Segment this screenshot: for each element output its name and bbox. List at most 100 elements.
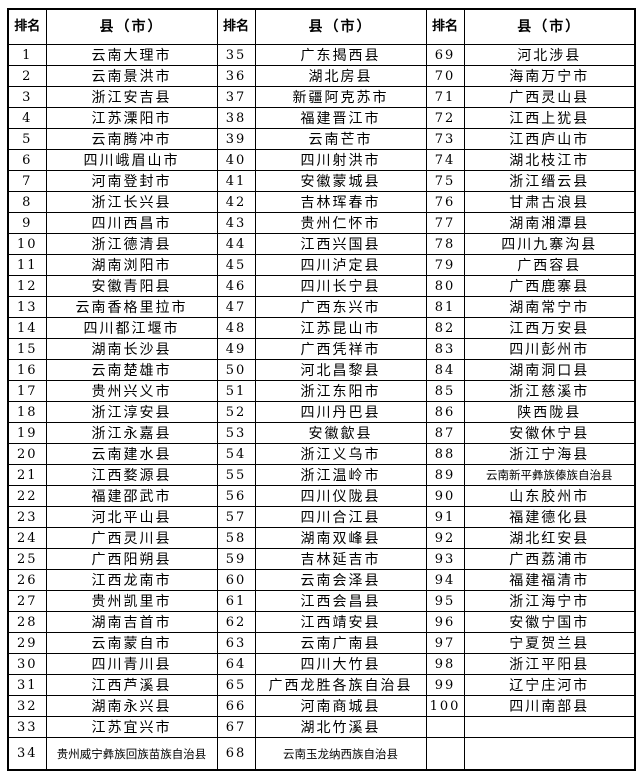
county-cell: 湖南双峰县 bbox=[254, 527, 427, 549]
county-cell: 云南芒市 bbox=[254, 128, 427, 150]
rank-cell: 23 bbox=[7, 506, 47, 528]
table-row: 28 湖南吉首市 62 江西靖安县 96 安徽宁国市 bbox=[7, 611, 636, 633]
county-cell: 云南建水县 bbox=[45, 443, 218, 465]
county-cell: 浙江永嘉县 bbox=[45, 422, 218, 444]
county-cell: 四川都江堰市 bbox=[45, 317, 218, 339]
county-cell: 广西阳朔县 bbox=[45, 548, 218, 570]
rank-cell: 30 bbox=[7, 653, 47, 675]
county-cell: 云南广南县 bbox=[254, 632, 427, 654]
county-cell: 浙江安吉县 bbox=[45, 86, 218, 108]
county-cell: 湖北房县 bbox=[254, 65, 427, 87]
county-cell: 河南商城县 bbox=[254, 695, 427, 717]
table-row: 24 广西灵川县 58 湖南双峰县 92 湖北红安县 bbox=[7, 527, 636, 549]
county-cell: 广西龙胜各族自治县 bbox=[254, 674, 427, 696]
table-row: 23 河北平山县 57 四川合江县 91 福建德化县 bbox=[7, 506, 636, 528]
rank-cell: 80 bbox=[425, 275, 465, 297]
county-cell: 云南楚雄市 bbox=[45, 359, 218, 381]
county-cell: 四川丹巴县 bbox=[254, 401, 427, 423]
county-cell: 湖北红安县 bbox=[463, 527, 636, 549]
county-cell bbox=[463, 737, 636, 771]
county-cell: 江西芦溪县 bbox=[45, 674, 218, 696]
county-cell: 河南登封市 bbox=[45, 170, 218, 192]
county-cell: 湖南洞口县 bbox=[463, 359, 636, 381]
rank-cell: 71 bbox=[425, 86, 465, 108]
rank-cell: 92 bbox=[425, 527, 465, 549]
county-cell: 安徽歙县 bbox=[254, 422, 427, 444]
table-row: 30 四川青川县 64 四川大竹县 98 浙江平阳县 bbox=[7, 653, 636, 675]
rank-cell: 2 bbox=[7, 65, 47, 87]
rank-cell: 59 bbox=[216, 548, 256, 570]
county-cell: 湖南永兴县 bbox=[45, 695, 218, 717]
rank-cell: 100 bbox=[425, 695, 465, 717]
rank-cell: 14 bbox=[7, 317, 47, 339]
rank-cell: 61 bbox=[216, 590, 256, 612]
rank-cell: 51 bbox=[216, 380, 256, 402]
county-cell: 四川峨眉山市 bbox=[45, 149, 218, 171]
rank-cell: 65 bbox=[216, 674, 256, 696]
county-cell: 福建晋江市 bbox=[254, 107, 427, 129]
rank-cell: 11 bbox=[7, 254, 47, 276]
county-cell: 江西兴国县 bbox=[254, 233, 427, 255]
rank-cell: 84 bbox=[425, 359, 465, 381]
rank-cell: 44 bbox=[216, 233, 256, 255]
rank-cell: 18 bbox=[7, 401, 47, 423]
table-header-row: 排名 县（市） 排名 县（市） 排名 县（市） bbox=[7, 8, 636, 45]
rank-cell: 31 bbox=[7, 674, 47, 696]
rank-cell: 95 bbox=[425, 590, 465, 612]
county-cell: 云南大理市 bbox=[45, 44, 218, 66]
table-row: 18 浙江淳安县 52 四川丹巴县 86 陕西陇县 bbox=[7, 401, 636, 423]
rank-cell: 41 bbox=[216, 170, 256, 192]
rank-cell: 8 bbox=[7, 191, 47, 213]
county-cell: 河北涉县 bbox=[463, 44, 636, 66]
rank-cell: 70 bbox=[425, 65, 465, 87]
rank-cell: 96 bbox=[425, 611, 465, 633]
county-cell: 江苏宜兴市 bbox=[45, 716, 218, 738]
county-cell: 宁夏贺兰县 bbox=[463, 632, 636, 654]
rank-cell: 32 bbox=[7, 695, 47, 717]
county-cell: 浙江温岭市 bbox=[254, 464, 427, 486]
table-row: 5 云南腾冲市 39 云南芒市 73 江西庐山市 bbox=[7, 128, 636, 150]
rank-cell: 90 bbox=[425, 485, 465, 507]
county-cell: 河北平山县 bbox=[45, 506, 218, 528]
rank-cell: 33 bbox=[7, 716, 47, 738]
table-row: 27 贵州凯里市 61 江西会昌县 95 浙江海宁市 bbox=[7, 590, 636, 612]
county-cell: 四川西昌市 bbox=[45, 212, 218, 234]
county-cell: 广东揭西县 bbox=[254, 44, 427, 66]
table-row: 34 贵州威宁彝族回族苗族自治县 68 云南玉龙纳西族自治县 bbox=[7, 737, 636, 771]
rank-cell: 9 bbox=[7, 212, 47, 234]
rank-cell: 42 bbox=[216, 191, 256, 213]
rank-cell: 73 bbox=[425, 128, 465, 150]
rank-cell: 45 bbox=[216, 254, 256, 276]
rank-cell: 1 bbox=[7, 44, 47, 66]
county-cell: 四川泸定县 bbox=[254, 254, 427, 276]
county-cell: 安徽宁国市 bbox=[463, 611, 636, 633]
rank-cell: 34 bbox=[7, 737, 47, 771]
county-cell: 湖南湘潭县 bbox=[463, 212, 636, 234]
county-cell: 广西鹿寨县 bbox=[463, 275, 636, 297]
rank-cell: 79 bbox=[425, 254, 465, 276]
rank-cell: 47 bbox=[216, 296, 256, 318]
county-cell: 福建邵武市 bbox=[45, 485, 218, 507]
county-cell: 江西靖安县 bbox=[254, 611, 427, 633]
county-cell: 江西庐山市 bbox=[463, 128, 636, 150]
table-row: 11 湖南浏阳市 45 四川泸定县 79 广西容县 bbox=[7, 254, 636, 276]
rank-cell: 24 bbox=[7, 527, 47, 549]
rank-cell: 76 bbox=[425, 191, 465, 213]
county-cell: 云南新平彝族傣族自治县 bbox=[463, 464, 636, 486]
rank-cell bbox=[425, 716, 465, 738]
rank-cell: 16 bbox=[7, 359, 47, 381]
county-cell: 四川青川县 bbox=[45, 653, 218, 675]
table-row: 25 广西阳朔县 59 吉林延吉市 93 广西荔浦市 bbox=[7, 548, 636, 570]
county-cell: 云南腾冲市 bbox=[45, 128, 218, 150]
county-cell: 河北昌黎县 bbox=[254, 359, 427, 381]
rank-cell: 62 bbox=[216, 611, 256, 633]
rank-cell: 36 bbox=[216, 65, 256, 87]
table-row: 15 湖南长沙县 49 广西凭祥市 83 四川彭州市 bbox=[7, 338, 636, 360]
county-cell: 浙江东阳市 bbox=[254, 380, 427, 402]
table-row: 13 云南香格里拉市 47 广西东兴市 81 湖南常宁市 bbox=[7, 296, 636, 318]
county-cell: 吉林珲春市 bbox=[254, 191, 427, 213]
rank-cell: 53 bbox=[216, 422, 256, 444]
county-cell: 贵州威宁彝族回族苗族自治县 bbox=[45, 737, 218, 771]
county-cell: 四川合江县 bbox=[254, 506, 427, 528]
